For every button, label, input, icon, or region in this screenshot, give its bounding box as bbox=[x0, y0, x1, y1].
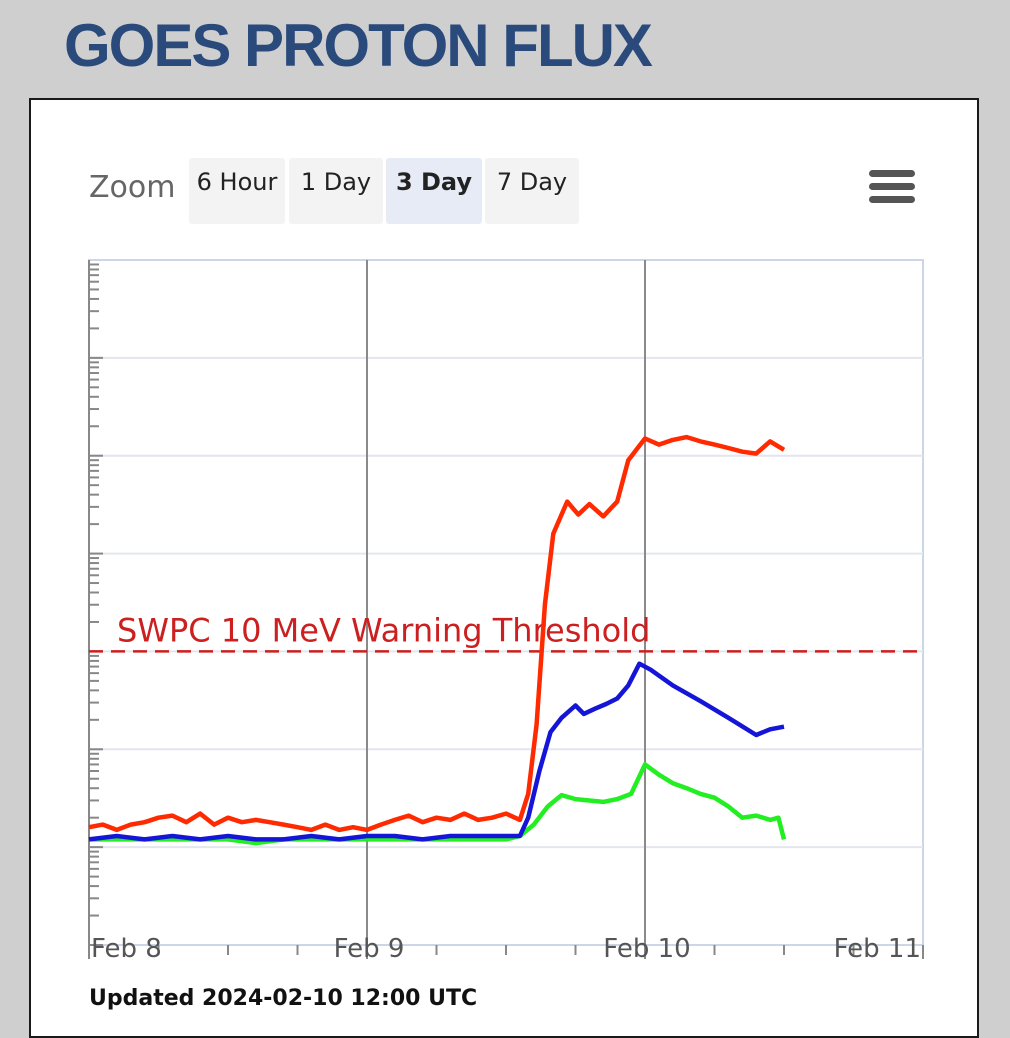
page-title: GOES PROTON FLUX bbox=[64, 12, 653, 79]
x-tick-label: Feb 10 bbox=[603, 934, 690, 964]
hamburger-menu-icon[interactable] bbox=[869, 170, 917, 210]
chart-panel: Zoom 6 Hour 1 Day 3 Day 7 Day Feb 8 Feb 9… bbox=[29, 98, 979, 1038]
x-tick-label: Feb 8 bbox=[91, 934, 162, 964]
zoom-3-day-button[interactable]: 3 Day bbox=[386, 158, 482, 224]
zoom-1-day-button[interactable]: 1 Day bbox=[289, 158, 383, 224]
plot-frame bbox=[88, 259, 924, 946]
zoom-6-hour-button[interactable]: 6 Hour bbox=[189, 158, 285, 224]
series-line bbox=[89, 762, 787, 846]
zoom-7-day-button[interactable]: 7 Day bbox=[485, 158, 579, 224]
x-tick-label: Feb 9 bbox=[334, 934, 405, 964]
zoom-label: Zoom bbox=[89, 170, 176, 205]
series-line bbox=[88, 434, 786, 833]
x-tick-label: Feb 11 bbox=[834, 934, 921, 964]
updated-timestamp: Updated 2024-02-10 12:00 UTC bbox=[89, 986, 478, 1011]
proton-flux-chart: Feb 8 Feb 9 Feb 10 Feb 11 SWPC 10 MeV Warnin… bbox=[88, 259, 924, 964]
threshold-label: SWPC 10 MeV Warning Threshold bbox=[117, 611, 650, 649]
series-line bbox=[88, 661, 785, 842]
